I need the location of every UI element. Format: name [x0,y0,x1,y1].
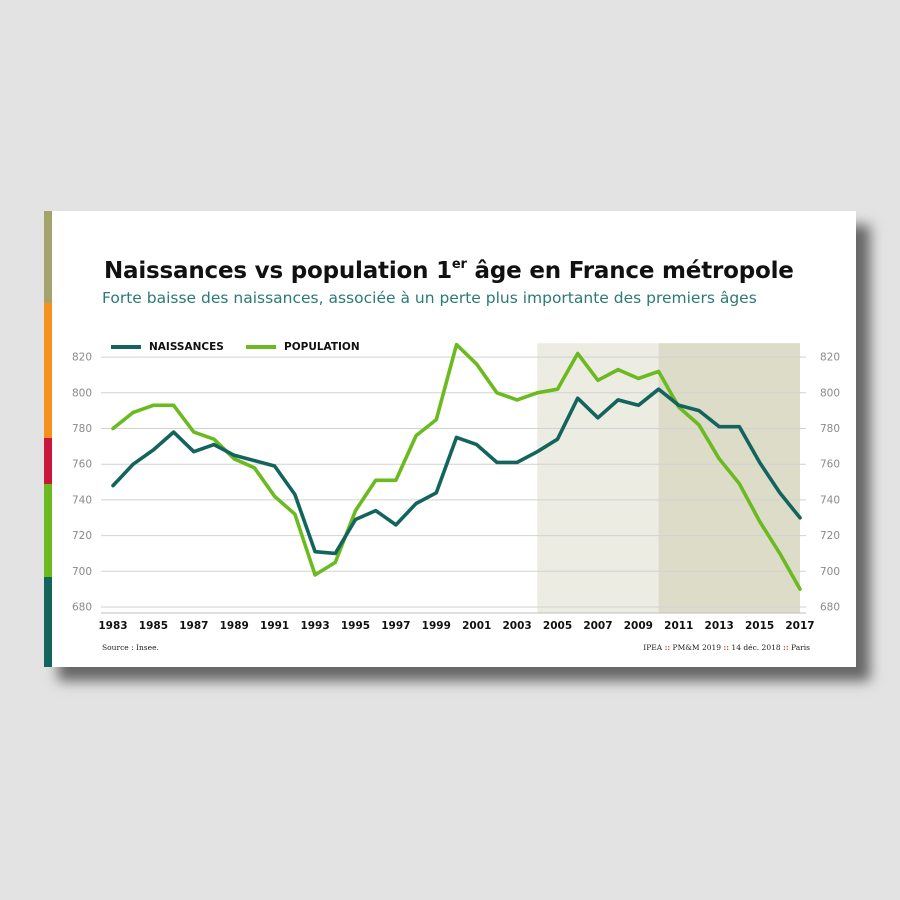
legend-label-naissances: NAISSANCES [149,341,224,353]
x-tick-label: 2001 [462,620,491,632]
x-tick-label: 2003 [503,620,532,632]
credit-org: IPEA [643,643,663,652]
credit-separator: :: [664,643,671,652]
credit-city: Paris [790,643,810,652]
x-tick-label: 1985 [139,620,168,632]
line-chart: 820 820 800 800 780 780 760 760 740 740 720 720 700 7… [72,342,840,632]
y-tick-label-left: 800 [72,387,92,399]
chart-subtitle: Forte baisse des naissances, associée à … [102,289,757,307]
legend-swatch-naissances [111,345,141,349]
x-tick-label: 1983 [98,620,127,632]
y-tick-label-right: 680 [820,602,840,614]
y-tick-label-left: 740 [72,494,92,506]
y-tick-label-right: 740 [820,494,840,506]
x-tick-label: 2013 [705,620,734,632]
chart-title: Naissances vs population 1er âge en Fran… [104,257,794,284]
y-tick-label-right: 820 [820,352,840,364]
legend-swatch-population [246,345,276,349]
x-tick-label: 2009 [624,620,653,632]
x-tick-label: 1991 [260,620,289,632]
y-tick-label-left: 780 [72,423,92,435]
credits: IPEA :: PM&M 2019 :: 14 déc. 2018 :: Par… [643,643,810,652]
y-tick-label-right: 760 [820,459,840,471]
x-tick-label: 2017 [785,620,814,632]
y-tick-label-right: 700 [820,566,840,578]
x-tick-label: 1989 [220,620,249,632]
x-tick-label: 1995 [341,620,370,632]
x-tick-label: 2005 [543,620,572,632]
y-tick-label-left: 680 [72,602,92,614]
credit-date: 14 déc. 2018 [731,643,781,652]
x-tick-label: 1997 [381,620,410,632]
x-tick-label: 2015 [745,620,774,632]
legend-naissances: NAISSANCES [111,340,224,354]
y-tick-label-right: 800 [820,387,840,399]
legend-population: POPULATION [246,340,360,354]
x-tick-label: 1987 [179,620,208,632]
source-note: Source : Insee. [102,643,159,652]
color-stripe [44,484,52,577]
y-tick-label-right: 720 [820,530,840,542]
shaded-period [537,343,659,613]
color-stripe [44,577,52,667]
title-superscript: er [451,257,467,272]
legend-label-population: POPULATION [284,341,360,353]
chart-card: Naissances vs population 1er âge en Fran… [44,211,856,667]
x-tick-label: 1999 [422,620,451,632]
y-tick-label-left: 720 [72,530,92,542]
y-tick-label-right: 780 [820,423,840,435]
credit-separator: :: [783,643,789,652]
credit-separator: :: [723,643,730,652]
shaded-period [658,343,800,613]
title-rest: âge en France métropole [466,258,794,284]
x-tick-label: 1993 [300,620,329,632]
credit-event: PM&M 2019 [672,643,722,652]
x-tick-label: 2007 [583,620,612,632]
color-stripe [44,303,52,438]
series-line-naissances [111,387,802,556]
x-tick-label: 2011 [664,620,693,632]
y-tick-label-left: 700 [72,566,92,578]
title-main: Naissances vs population 1 [104,258,452,284]
color-stripe [44,438,52,484]
y-tick-label-left: 760 [72,459,92,471]
color-stripe [44,211,52,303]
y-tick-label-left: 820 [72,352,92,364]
